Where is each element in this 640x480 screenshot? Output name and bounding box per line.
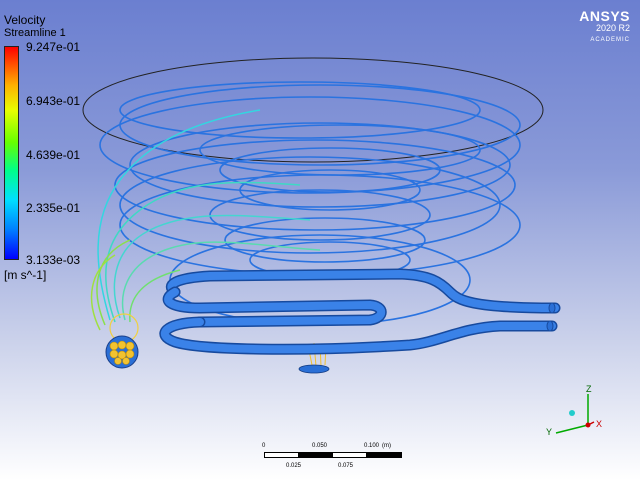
coil-segment-bottom [160,318,556,354]
legend-tick: 2.335e-01 [26,201,81,215]
legend-subtitle: Streamline 1 [4,27,66,39]
streamline-loop [199,124,481,176]
coil-end-top [548,302,556,314]
streamline-rising [105,181,301,323]
x-axis-label: X [596,419,602,429]
scale-label: 0.050 [312,443,328,449]
particle [114,357,122,365]
scale-seg [298,452,334,458]
streamlines-blue [99,81,521,326]
streamline-rising [121,241,321,321]
scale-seg [332,452,368,458]
y-axis-label: Y [546,427,552,437]
streamline-loop [239,169,421,211]
streamline-loop [129,122,511,208]
streamline-loop [119,81,481,139]
legend-tick: 6.943e-01 [26,94,81,108]
z-axis-label: Z [586,384,592,394]
streamline-loop [119,156,501,254]
particle [109,341,119,351]
scale-label: 0.100 [364,443,380,449]
scale-label: 0 [262,443,266,449]
legend-tick: 4.639e-01 [26,148,81,162]
streamline-loop [219,147,441,193]
particle [109,349,119,359]
logo-version: 2020 R2 [595,23,630,33]
scale-label: 0.025 [286,463,302,469]
coil-segment-top [167,270,559,312]
inlet-particles [109,340,135,365]
coil-end-bottom [546,320,554,332]
logo-brand: ANSYS [579,8,630,24]
particle [122,357,130,365]
legend-colorbar [4,46,19,260]
streamline-loop [114,139,516,231]
streamline-rising [113,214,311,319]
container-top-outline [82,57,544,163]
coil-segment-mid [164,288,386,326]
particle [125,341,135,351]
y-axis-line [555,424,589,434]
inlet-cluster[interactable] [105,313,139,369]
scale-unit: (m) [382,443,391,449]
legend-tick-max: 9.247e-01 [26,40,81,54]
streamline-loop [224,217,426,263]
scale-bar [264,450,402,460]
heating-coil[interactable] [159,268,561,355]
scale-label: 0.075 [338,463,354,469]
ansys-logo: ANSYS 2020 R2 ACADEMIC [579,8,630,43]
streamline-loop [99,96,521,194]
axis-origin [585,422,591,428]
particle [117,340,127,350]
legend-unit: [m s^-1] [4,268,47,282]
particle [125,349,135,359]
view-indicator [569,410,575,416]
outlet-disk [298,364,330,374]
scale-seg [264,452,300,458]
streamline-rising [90,254,116,331]
streamline-rising [96,239,131,326]
legend-tick-min: 3.133e-03 [26,253,81,267]
logo-edition: ACADEMIC [590,37,630,43]
streamlines-rising [90,109,321,331]
streamline-loop [209,189,431,241]
legend-title: Velocity [4,13,46,27]
scale-seg [366,452,402,458]
axis-triad[interactable]: Z Y X [540,380,610,450]
